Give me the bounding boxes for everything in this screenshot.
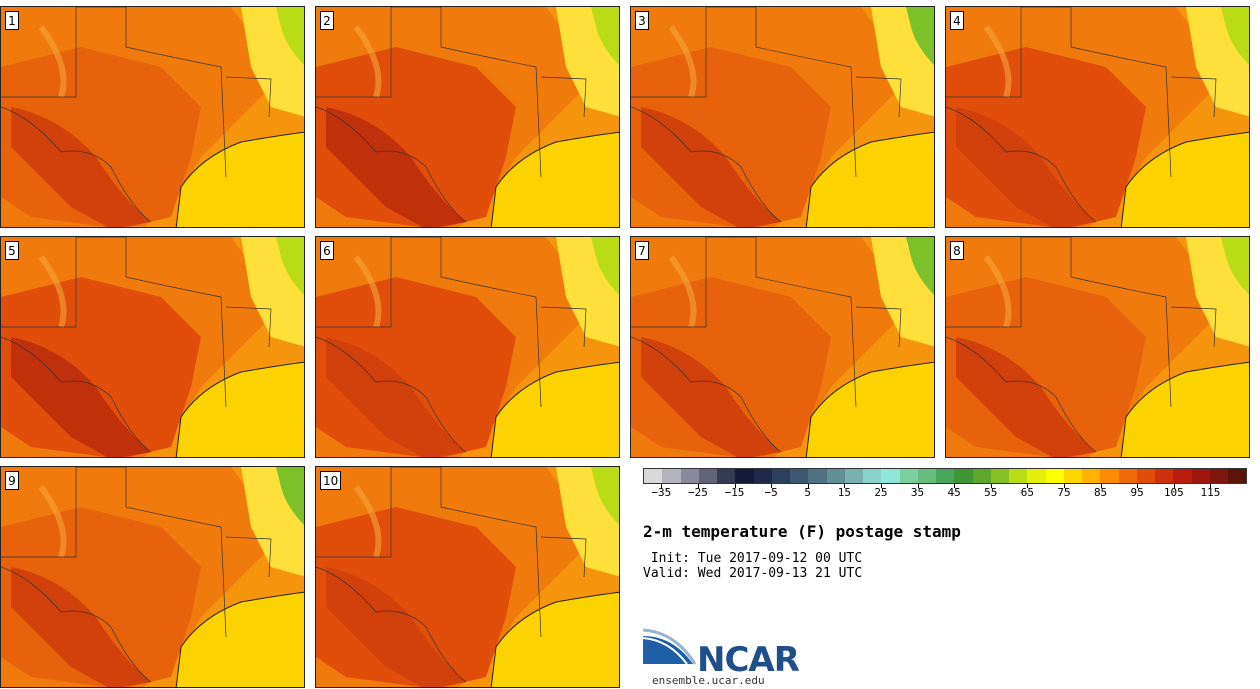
init-time: Init: Tue 2017-09-12 00 UTC <box>643 551 863 566</box>
postage-stamp-map: 6 <box>315 236 620 458</box>
postage-stamp-map: 5 <box>0 236 305 458</box>
logo-wordmark: NCAR <box>697 640 800 680</box>
colorbar-swatch <box>771 469 790 483</box>
colorbar-tick-label: 55 <box>984 486 998 499</box>
colorbar-tick <box>807 484 809 488</box>
colorbar-swatch <box>735 469 754 483</box>
colorbar-tick <box>844 484 846 488</box>
postage-stamp-map: 1 <box>0 6 305 228</box>
colorbar-swatch <box>844 469 863 483</box>
member-number-label: 7 <box>635 241 649 260</box>
colorbar-tick <box>1027 484 1029 488</box>
colorbar-tick <box>697 484 699 488</box>
colorbar-swatch <box>1063 469 1082 483</box>
colorbar-swatch <box>1027 469 1046 483</box>
colorbar-tick-label: −35 <box>651 486 672 499</box>
member-number-label: 2 <box>320 11 334 30</box>
member-number-label: 10 <box>320 471 342 490</box>
postage-stamp-map: 9 <box>0 466 305 688</box>
colorbar-swatch <box>1045 469 1064 483</box>
valid-time: Valid: Wed 2017-09-13 21 UTC <box>643 566 863 581</box>
ncar-logo-icon <box>643 628 697 665</box>
colorbar-swatch <box>680 469 699 483</box>
postage-stamp-map: 2 <box>315 6 620 228</box>
member-number-label: 8 <box>950 241 964 260</box>
member-number-label: 1 <box>5 11 19 30</box>
colorbar-swatch <box>936 469 955 483</box>
temperature-colorbar <box>643 468 1247 484</box>
postage-stamp-map: 7 <box>630 236 935 458</box>
colorbar-swatch <box>863 469 882 483</box>
colorbar-tick-label: 85 <box>1093 486 1108 499</box>
member-number-label: 9 <box>5 471 19 490</box>
colorbar-swatch <box>954 469 973 483</box>
member-number-label: 5 <box>5 241 19 260</box>
colorbar-swatch <box>698 469 717 483</box>
colorbar-tick <box>1173 484 1175 488</box>
colorbar-tick <box>1100 484 1102 488</box>
colorbar-tick-label: 35 <box>910 486 925 499</box>
colorbar-swatch <box>1228 469 1247 483</box>
postage-stamp-map: 10 <box>315 466 620 688</box>
logo-url: ensemble.ucar.edu <box>652 674 765 687</box>
colorbar-swatch <box>990 469 1009 483</box>
colorbar-tick-label: 75 <box>1057 486 1071 499</box>
colorbar-tick <box>954 484 956 488</box>
colorbar-swatch <box>1100 469 1119 483</box>
colorbar-swatch <box>790 469 809 483</box>
colorbar-swatch <box>662 469 681 483</box>
colorbar-swatch <box>753 469 772 483</box>
colorbar-tick <box>990 484 992 488</box>
colorbar-swatch <box>917 469 936 483</box>
colorbar-swatch <box>972 469 991 483</box>
colorbar-swatch <box>899 469 918 483</box>
colorbar-tick-label: 65 <box>1020 486 1034 499</box>
colorbar-tick <box>880 484 882 488</box>
colorbar-tick-label: 25 <box>874 486 888 499</box>
colorbar-ticks: −35 −25 −15 −5 5 15 25 35 45 55 65 75 85 95 105 115 <box>643 484 1247 504</box>
colorbar-swatch <box>717 469 736 483</box>
postage-stamp-map: 8 <box>945 236 1250 458</box>
colorbar-swatch <box>1155 469 1174 483</box>
colorbar-tick-label: 105 <box>1163 486 1184 499</box>
colorbar-tick-label: 45 <box>947 486 961 499</box>
colorbar-tick-label: 5 <box>804 486 812 499</box>
colorbar-tick <box>1210 484 1212 488</box>
colorbar-tick-label: 15 <box>837 486 851 499</box>
colorbar-swatch <box>1118 469 1137 483</box>
colorbar-tick <box>1137 484 1139 488</box>
colorbar-tick <box>734 484 736 488</box>
colorbar-swatch <box>1209 469 1228 483</box>
colorbar-tick-label: −15 <box>724 486 745 499</box>
colorbar-swatch <box>644 469 663 483</box>
colorbar-tick <box>771 484 773 488</box>
colorbar-swatch <box>1191 469 1210 483</box>
postage-stamp-map: 3 <box>630 6 935 228</box>
colorbar-swatch <box>826 469 845 483</box>
colorbar-tick-label: 115 <box>1200 486 1221 499</box>
colorbar-tick <box>661 484 663 488</box>
colorbar-swatch <box>881 469 900 483</box>
postage-stamp-map: 4 <box>945 6 1250 228</box>
colorbar-tick-label: 95 <box>1130 486 1144 499</box>
colorbar-tick <box>917 484 919 488</box>
member-number-label: 4 <box>950 11 964 30</box>
member-number-label: 3 <box>635 11 649 30</box>
colorbar-tick <box>1063 484 1065 488</box>
colorbar-swatch <box>1136 469 1155 483</box>
product-title: 2-m temperature (F) postage stamp <box>643 522 961 541</box>
colorbar-swatch <box>1009 469 1028 483</box>
colorbar-swatch <box>808 469 827 483</box>
colorbar-tick-label: −25 <box>687 486 708 499</box>
colorbar-swatch <box>1173 469 1192 483</box>
colorbar-swatch <box>1082 469 1101 483</box>
member-number-label: 6 <box>320 241 334 260</box>
colorbar-tick-label: −5 <box>764 486 778 499</box>
